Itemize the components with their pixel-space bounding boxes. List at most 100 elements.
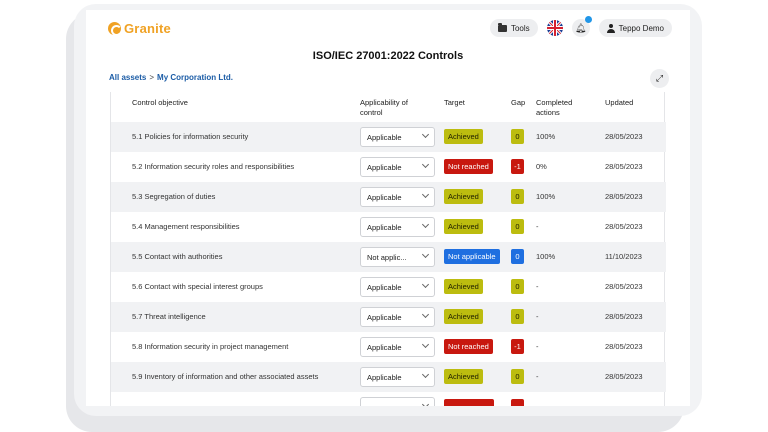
table-row[interactable]: 5.7 Threat intelligence Applicable Achieve… [111,302,666,332]
table-row[interactable]: 5.8 Information security in project mana… [111,332,666,362]
chevron-down-icon [421,130,430,139]
applicability-select[interactable]: Applicable [360,157,435,177]
control-objective[interactable]: 5.2 Information security roles and respo… [132,162,295,171]
control-objective[interactable]: 5.4 Management responsibilities [132,222,240,231]
user-menu-button[interactable]: Teppo Demo [598,19,672,37]
header-gap[interactable]: Gap [511,98,526,107]
applicability-select[interactable]: Applicable [360,217,435,237]
gap-badge: 0 [511,219,524,234]
target-status-badge: Achieved [444,309,483,324]
control-objective[interactable]: 5.8 Information security in project mana… [132,342,289,351]
folder-icon [497,22,507,32]
applicability-value: Not applic... [367,253,407,262]
header-control-objective[interactable]: Control objective [132,98,188,107]
updated-date: 28/05/2023 [605,162,643,171]
gap-badge: 0 [511,309,524,324]
applicability-select[interactable]: Applicable [360,187,435,207]
top-bar: Granite Tools 🔔︎ [86,10,690,46]
breadcrumb-separator: > [149,73,155,82]
target-status-badge: Achieved [444,189,483,204]
table-row[interactable]: 5.2 Information security roles and respo… [111,152,666,182]
applicability-value: Applicable [367,163,402,172]
target-status-badge: Achieved [444,369,483,384]
table-row[interactable]: 5.1 Policies for information security App… [111,122,666,152]
table-row[interactable] [111,392,666,406]
logo-text: Granite [124,20,171,36]
control-objective[interactable]: 5.7 Threat intelligence [132,312,206,321]
updated-date: 28/05/2023 [605,222,643,231]
expand-icon: ⤢ [655,73,664,83]
bell-icon: 🔔︎ [574,22,587,33]
applicability-select[interactable]: Applicable [360,127,435,147]
granite-logo-icon [108,21,122,36]
breadcrumb: All assets > My Corporation Ltd. [109,73,233,82]
gap-badge: -1 [511,339,524,354]
updated-date: 28/05/2023 [605,372,643,381]
gap-badge: 0 [511,249,524,264]
applicability-value: Applicable [367,283,402,292]
updated-date: 28/05/2023 [605,192,643,201]
completed-actions: - [536,372,539,381]
gap-badge: 0 [511,279,524,294]
app-screen: Granite Tools 🔔︎ [86,10,690,406]
applicability-value: Applicable [367,343,402,352]
applicability-select[interactable]: Applicable [360,367,435,387]
applicability-select[interactable]: Applicable [360,277,435,297]
logo[interactable]: Granite [108,21,171,36]
completed-actions: 100% [536,192,556,201]
chevron-down-icon [421,340,430,349]
chevron-down-icon [421,250,430,259]
completed-actions: 0% [536,162,547,171]
header-applicability[interactable]: Applicability of control [360,98,408,117]
applicability-value: Applicable [367,193,402,202]
applicability-select[interactable] [360,397,435,406]
user-name: Teppo Demo [618,23,664,33]
applicability-select[interactable]: Not applic... [360,247,435,267]
control-objective[interactable]: 5.6 Contact with special interest groups [132,282,263,291]
updated-date: 28/05/2023 [605,132,643,141]
expand-button[interactable]: ⤢ [650,69,669,88]
control-objective[interactable]: 5.1 Policies for information security [132,132,249,141]
notification-dot [584,16,592,23]
completed-actions: - [536,342,539,351]
table-row[interactable]: 5.5 Contact with authorities Not applic..… [111,242,666,272]
control-objective[interactable]: 5.9 Inventory of information and other a… [132,372,319,381]
updated-date: 28/05/2023 [605,282,643,291]
chevron-down-icon [421,280,430,289]
breadcrumb-current[interactable]: My Corporation Ltd. [157,73,234,82]
control-objective[interactable]: 5.5 Contact with authorities [132,252,223,261]
gap-badge: -1 [511,159,524,174]
target-status-badge: Achieved [444,219,483,234]
table-row[interactable]: 5.4 Management responsibilities Applicabl… [111,212,666,242]
completed-actions: 100% [536,252,556,261]
tools-label: Tools [510,23,530,33]
breadcrumb-root[interactable]: All assets [109,73,147,82]
header-updated[interactable]: Updated [605,98,634,107]
header-completed-actions[interactable]: Completed actions [536,98,573,117]
applicability-select[interactable]: Applicable [360,307,435,327]
target-status-badge: Achieved [444,279,483,294]
user-icon [606,23,615,33]
table-row[interactable]: 5.3 Segregation of duties Applicable Achie… [111,182,666,212]
gap-badge [511,399,524,406]
updated-date: 28/05/2023 [605,312,643,321]
applicability-value: Applicable [367,313,402,322]
chevron-down-icon [421,160,430,169]
table-row[interactable]: 5.6 Contact with special interest groups… [111,272,666,302]
header-target[interactable]: Target [444,98,465,107]
target-status-badge: Not applicable [444,249,500,264]
tools-button[interactable]: Tools [489,19,538,37]
uk-flag-icon[interactable] [546,20,563,36]
control-objective[interactable]: 5.3 Segregation of duties [132,192,216,201]
target-status-badge: Achieved [444,129,483,144]
target-status-badge [444,399,494,406]
applicability-select[interactable]: Applicable [360,337,435,357]
notifications-button[interactable]: 🔔︎ [571,16,592,37]
controls-table: Control objective Applicability of contr… [110,92,666,406]
table-row[interactable]: 5.9 Inventory of information and other a… [111,362,666,392]
gap-badge: 0 [511,189,524,204]
completed-actions: 100% [536,132,556,141]
completed-actions: - [536,282,539,291]
chevron-down-icon [421,190,430,199]
completed-actions: - [536,222,539,231]
